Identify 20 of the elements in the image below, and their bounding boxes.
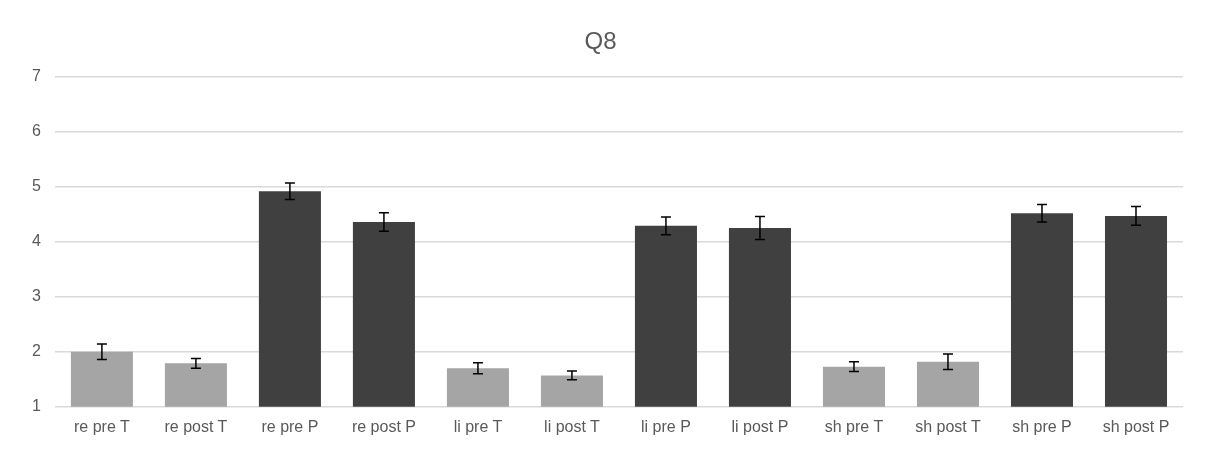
x-tick-label: sh post P [1102,417,1170,435]
y-tick-label: 5 [31,177,41,195]
y-tick-label: 2 [31,342,41,360]
x-tick-label: sh pre T [824,417,884,435]
x-tick-label: li pre T [453,417,503,435]
x-tick-label: re pre T [74,417,130,435]
y-tick-label: 4 [31,232,41,250]
x-tick-label: sh pre P [1012,417,1072,435]
x-tick-label: re post T [164,417,228,435]
y-tick-label: 6 [31,122,41,140]
x-tick-label: li pre P [641,417,691,435]
x-tick-label: li post T [544,417,601,435]
x-tick-label: re pre P [261,417,319,435]
x-tick-label: re post P [351,417,416,435]
x-tick-label: li post P [731,417,789,435]
x-tick-label: sh post T [915,417,981,435]
chart-title: Q8 [584,27,617,55]
y-tick-label: 3 [31,287,41,305]
y-tick-label: 1 [31,397,41,415]
y-tick-label: 7 [31,67,41,85]
